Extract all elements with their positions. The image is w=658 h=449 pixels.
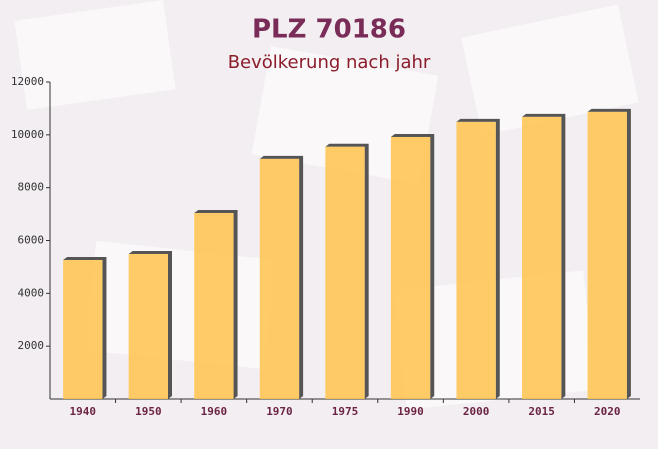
y-tick-label: 10000 xyxy=(11,128,44,141)
x-tick-label: 1950 xyxy=(135,405,162,418)
x-tick-label: 2020 xyxy=(594,405,621,418)
bar xyxy=(128,253,168,399)
x-tick-label: 1960 xyxy=(201,405,228,418)
bar xyxy=(325,146,365,399)
y-tick-label: 2000 xyxy=(18,339,45,352)
x-tick-label: 1970 xyxy=(266,405,293,418)
bar xyxy=(522,116,562,400)
x-tick-label: 1975 xyxy=(332,405,359,418)
chart-title: PLZ 70186 xyxy=(252,15,406,45)
bar xyxy=(456,121,496,400)
x-tick-label: 1990 xyxy=(397,405,424,418)
y-tick-label: 8000 xyxy=(18,181,45,194)
x-tick-label: 1940 xyxy=(70,405,97,418)
y-tick-label: 6000 xyxy=(18,234,45,247)
bar xyxy=(63,260,103,399)
y-tick-label: 4000 xyxy=(18,286,45,299)
bar xyxy=(390,136,431,400)
bar xyxy=(194,213,234,399)
bar xyxy=(259,158,300,399)
x-tick-label: 2000 xyxy=(463,405,490,418)
x-tick-label: 2015 xyxy=(528,405,555,418)
y-tick-label: 12000 xyxy=(11,75,44,88)
bar xyxy=(587,111,627,399)
chart-subtitle: Bevölkerung nach jahr xyxy=(228,52,431,73)
